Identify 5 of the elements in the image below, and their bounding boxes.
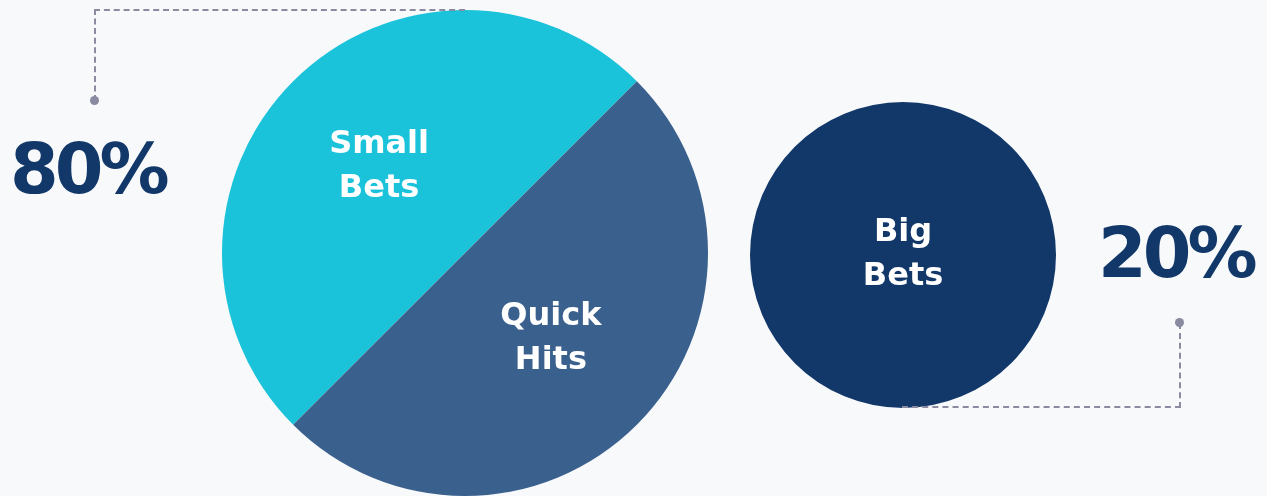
slice-label: Quick Hits <box>500 295 603 378</box>
slice-label: Big Bets <box>862 211 944 294</box>
slice-label: Small Bets <box>329 123 430 206</box>
text: 80% <box>10 128 166 210</box>
text: 20% <box>1098 212 1254 294</box>
